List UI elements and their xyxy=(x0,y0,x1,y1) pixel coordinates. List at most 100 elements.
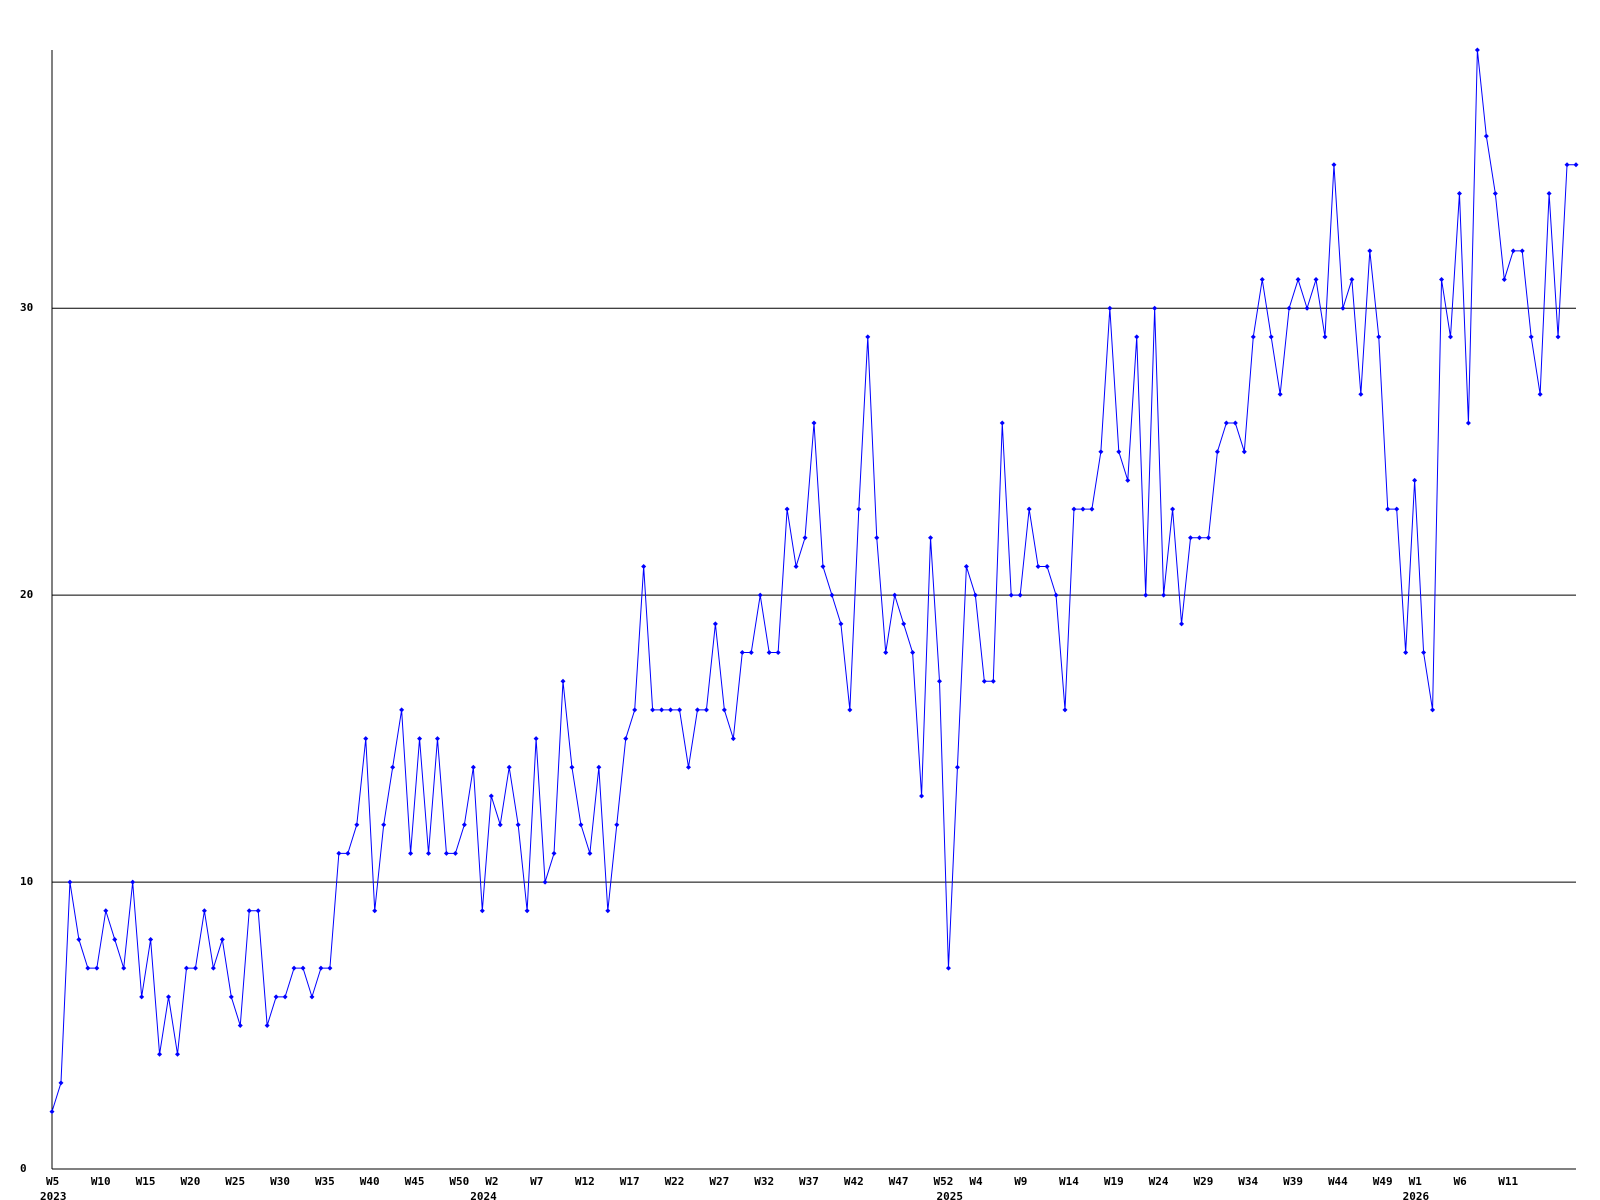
data-point xyxy=(408,850,414,856)
data-point xyxy=(291,965,297,971)
data-point xyxy=(1358,391,1364,397)
data-point xyxy=(49,1109,55,1115)
data-point xyxy=(623,736,629,742)
data-point xyxy=(1528,334,1534,340)
data-point xyxy=(1385,506,1391,512)
x-tick-label: W2 xyxy=(485,1175,498,1188)
data-point xyxy=(820,563,826,569)
data-point xyxy=(228,994,234,1000)
data-point xyxy=(1214,449,1220,455)
y-tick-label: 0 xyxy=(20,1162,27,1175)
data-point xyxy=(148,936,154,942)
data-point xyxy=(981,678,987,684)
data-point xyxy=(381,822,387,828)
data-point xyxy=(1250,334,1256,340)
year-label: 2023 xyxy=(40,1190,67,1200)
data-point xyxy=(892,592,898,598)
data-point xyxy=(954,764,960,770)
data-point xyxy=(506,764,512,770)
data-point xyxy=(166,994,172,1000)
data-point xyxy=(354,822,360,828)
data-point xyxy=(1116,449,1122,455)
data-point xyxy=(309,994,315,1000)
data-point xyxy=(76,936,82,942)
data-point xyxy=(659,707,665,713)
data-point xyxy=(838,621,844,627)
data-point xyxy=(300,965,306,971)
x-tick-label: W27 xyxy=(709,1175,729,1188)
data-point xyxy=(919,793,925,799)
data-point xyxy=(318,965,324,971)
data-point xyxy=(1008,592,1014,598)
data-point xyxy=(1295,277,1301,283)
data-point xyxy=(901,621,907,627)
data-point xyxy=(694,707,700,713)
data-point xyxy=(1044,563,1050,569)
data-point xyxy=(928,535,934,541)
data-point xyxy=(829,592,835,598)
data-point xyxy=(452,850,458,856)
data-point xyxy=(1188,535,1194,541)
data-point xyxy=(793,563,799,569)
data-point xyxy=(130,879,136,885)
data-point xyxy=(784,506,790,512)
data-point xyxy=(1465,420,1471,426)
data-point xyxy=(1062,707,1068,713)
data-point xyxy=(426,850,432,856)
data-point xyxy=(1241,449,1247,455)
data-point xyxy=(757,592,763,598)
data-point xyxy=(937,678,943,684)
data-point xyxy=(1456,190,1462,196)
data-point xyxy=(282,994,288,1000)
x-tick-label: W11 xyxy=(1498,1175,1518,1188)
data-point xyxy=(345,850,351,856)
data-point xyxy=(219,936,225,942)
data-point xyxy=(990,678,996,684)
data-point xyxy=(1259,277,1265,283)
data-point xyxy=(336,850,342,856)
x-tick-label: W29 xyxy=(1193,1175,1213,1188)
data-point xyxy=(479,908,485,914)
data-point xyxy=(811,420,817,426)
data-point xyxy=(1447,334,1453,340)
data-point xyxy=(542,879,548,885)
y-tick-label: 30 xyxy=(20,301,33,314)
data-point xyxy=(1313,277,1319,283)
data-point xyxy=(945,965,951,971)
data-point xyxy=(802,535,808,541)
data-point xyxy=(470,764,476,770)
data-point xyxy=(1152,305,1158,311)
data-point xyxy=(192,965,198,971)
data-point xyxy=(641,563,647,569)
x-tick-label: W14 xyxy=(1059,1175,1079,1188)
x-tick-label: W1 xyxy=(1409,1175,1423,1188)
data-point xyxy=(596,764,602,770)
x-tick-label: W44 xyxy=(1328,1175,1348,1188)
data-point xyxy=(587,850,593,856)
data-point xyxy=(712,621,718,627)
data-point xyxy=(569,764,575,770)
data-point xyxy=(1483,133,1489,139)
year-label: 2025 xyxy=(936,1190,963,1200)
x-tick-label: W17 xyxy=(620,1175,640,1188)
data-point xyxy=(1170,506,1176,512)
x-tick-label: W52 xyxy=(934,1175,954,1188)
data-point xyxy=(865,334,871,340)
x-tick-label: W24 xyxy=(1149,1175,1169,1188)
data-point xyxy=(578,822,584,828)
data-point xyxy=(1089,506,1095,512)
data-point xyxy=(85,965,91,971)
x-tick-label: W39 xyxy=(1283,1175,1303,1188)
data-point xyxy=(1268,334,1274,340)
data-point xyxy=(1349,277,1355,283)
x-tick-label: W7 xyxy=(530,1175,543,1188)
data-point xyxy=(103,908,109,914)
data-point xyxy=(1519,248,1525,254)
data-point xyxy=(237,1023,243,1029)
data-point xyxy=(58,1080,64,1086)
data-point xyxy=(999,420,1005,426)
data-point xyxy=(677,707,683,713)
data-point xyxy=(1026,506,1032,512)
x-tick-label: W15 xyxy=(136,1175,156,1188)
